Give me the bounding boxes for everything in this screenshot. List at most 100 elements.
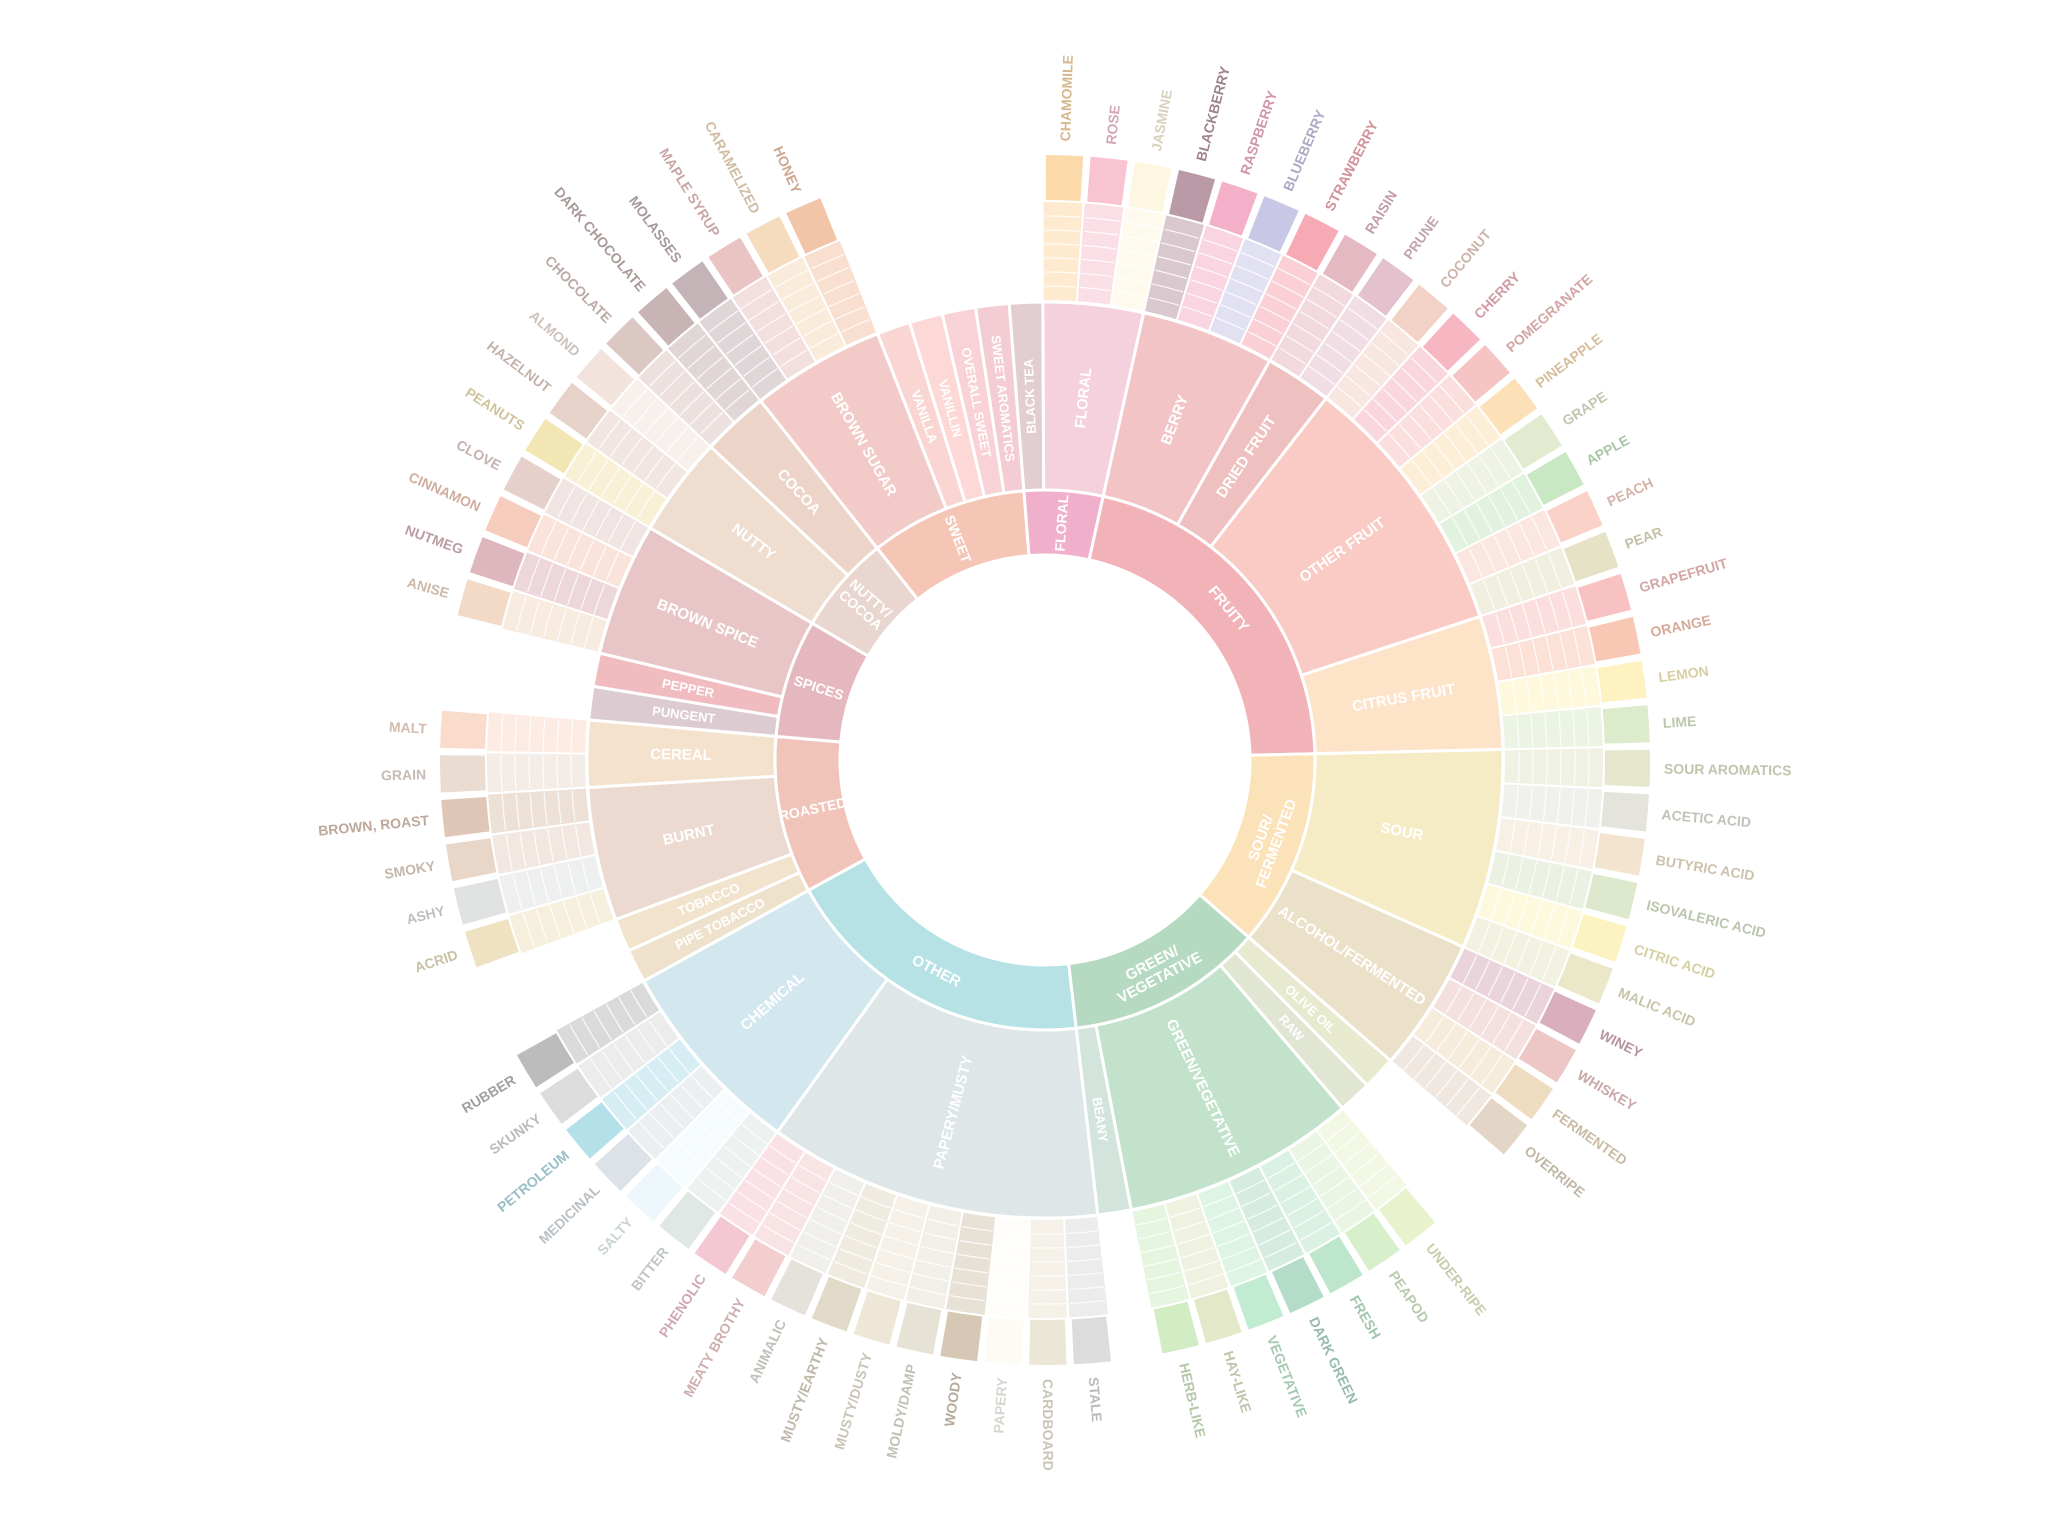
- leaf-peach[interactable]: [1546, 491, 1603, 543]
- leaf-meaty-brothy[interactable]: [732, 1239, 786, 1297]
- leaf-musty-dusty[interactable]: [853, 1291, 901, 1345]
- leaf-stripe: [1500, 488, 1518, 520]
- leaf-butyric-acid[interactable]: [1594, 833, 1645, 876]
- leaf-apple[interactable]: [1526, 451, 1584, 506]
- leaf-anise[interactable]: [457, 579, 511, 626]
- leaf-raisin[interactable]: [1322, 234, 1377, 292]
- leaf-stripe: [1152, 283, 1184, 293]
- leaf-label-nutmeg: NUTMEG: [403, 522, 466, 558]
- leaf-band-musty-earthy: [827, 1183, 896, 1288]
- leaf-dark-chocolate[interactable]: [638, 288, 695, 346]
- leaf-nutmeg[interactable]: [469, 537, 525, 587]
- leaf-coconut[interactable]: [1391, 284, 1448, 343]
- leaf-malt[interactable]: [440, 710, 487, 749]
- leaf-pomegranate[interactable]: [1452, 344, 1510, 402]
- leaf-musty-earthy[interactable]: [811, 1276, 862, 1332]
- leaf-malic-acid[interactable]: [1557, 953, 1613, 1004]
- leaf-grain[interactable]: [440, 755, 486, 793]
- leaf-raspberry[interactable]: [1208, 181, 1258, 236]
- leaf-cinnamon[interactable]: [485, 496, 542, 548]
- leaf-grapefruit[interactable]: [1577, 573, 1632, 621]
- leaf-almond[interactable]: [576, 348, 635, 406]
- leaf-herb-like[interactable]: [1153, 1301, 1199, 1354]
- leaf-vegetative[interactable]: [1233, 1274, 1284, 1330]
- leaf-peapod[interactable]: [1344, 1213, 1400, 1271]
- leaf-stripe: [1481, 1054, 1503, 1085]
- leaf-chamomile[interactable]: [1045, 155, 1084, 202]
- leaf-overripe[interactable]: [1469, 1098, 1528, 1155]
- leaf-label-citric-acid: CITRIC ACID: [1632, 941, 1717, 982]
- leaf-ashy[interactable]: [453, 878, 507, 925]
- leaf-stripe: [1436, 1024, 1456, 1051]
- leaf-lime[interactable]: [1602, 705, 1650, 744]
- leaf-stripe: [1066, 1230, 1098, 1235]
- leaf-skunky[interactable]: [540, 1068, 598, 1124]
- leaf-chocolate[interactable]: [606, 317, 664, 375]
- leaf-stripe: [1069, 1286, 1104, 1291]
- leaf-stripe: [1363, 353, 1390, 377]
- leaf-fresh[interactable]: [1309, 1236, 1363, 1294]
- leaf-smoky[interactable]: [445, 838, 497, 882]
- leaf-rose[interactable]: [1087, 156, 1128, 206]
- leaf-winey[interactable]: [1539, 991, 1596, 1044]
- leaf-under-ripe[interactable]: [1379, 1188, 1436, 1246]
- leaf-medicinal[interactable]: [594, 1134, 653, 1192]
- leaf-papery[interactable]: [984, 1317, 1024, 1365]
- leaf-bitter[interactable]: [659, 1191, 716, 1249]
- leaf-pear[interactable]: [1563, 531, 1619, 582]
- leaf-stripe: [588, 460, 609, 490]
- leaf-pineapple[interactable]: [1479, 378, 1538, 435]
- tier-sweet[interactable]: [875, 489, 1031, 602]
- leaf-acrid[interactable]: [464, 919, 519, 968]
- leaf-stripe: [657, 1057, 679, 1083]
- leaf-petroleum[interactable]: [566, 1102, 624, 1159]
- leaf-stripe: [622, 389, 647, 417]
- leaf-grape[interactable]: [1504, 414, 1562, 469]
- leaf-sour-aromatics[interactable]: [1604, 749, 1650, 788]
- leaf-rubber[interactable]: [516, 1033, 574, 1088]
- leaf-phenolic[interactable]: [694, 1216, 750, 1274]
- leaf-cherry[interactable]: [1422, 313, 1481, 371]
- leaf-stripe: [1584, 789, 1589, 826]
- leaf-animalic[interactable]: [771, 1259, 823, 1316]
- leaf-maple-syrup[interactable]: [708, 237, 763, 295]
- leaf-jasmine[interactable]: [1128, 161, 1172, 213]
- leaf-stale[interactable]: [1071, 1316, 1112, 1365]
- leaf-stripe: [1561, 591, 1573, 626]
- leaf-hazelnut[interactable]: [549, 382, 608, 439]
- leaf-moldy-damp[interactable]: [896, 1302, 942, 1355]
- leaf-honey[interactable]: [786, 198, 838, 254]
- leaf-salty[interactable]: [625, 1163, 683, 1222]
- leaf-molasses[interactable]: [672, 261, 728, 319]
- leaf-clove[interactable]: [503, 456, 561, 510]
- leaf-blueberry[interactable]: [1248, 196, 1299, 252]
- leaf-label-pineapple: PINEAPPLE: [1532, 330, 1605, 391]
- leaf-label-animalic: ANIMALIC: [746, 1317, 790, 1386]
- leaf-brown-roast[interactable]: [441, 797, 490, 838]
- leaf-cardboard[interactable]: [1029, 1319, 1067, 1365]
- leaf-stripe: [1278, 268, 1311, 286]
- leaf-isovaleric-acid[interactable]: [1585, 873, 1638, 920]
- leaf-stripe: [1525, 678, 1532, 711]
- leaf-lemon[interactable]: [1597, 660, 1647, 703]
- leaf-woody[interactable]: [940, 1311, 983, 1362]
- leaf-orange[interactable]: [1589, 616, 1641, 662]
- leaf-citric-acid[interactable]: [1572, 914, 1627, 962]
- leaf-stripe: [1324, 342, 1352, 363]
- leaf-dark-green[interactable]: [1271, 1256, 1324, 1314]
- leaf-peanuts[interactable]: [525, 418, 583, 474]
- leaf-whiskey[interactable]: [1518, 1028, 1576, 1083]
- leaf-prune[interactable]: [1357, 258, 1414, 316]
- leaf-label-under-ripe: UNDER-RIPE: [1423, 1240, 1490, 1318]
- leaf-stripe: [579, 540, 595, 571]
- middle-ring-layer: [585, 300, 1505, 1220]
- leaf-fermented[interactable]: [1495, 1064, 1553, 1120]
- leaf-hay-like[interactable]: [1194, 1289, 1242, 1344]
- leaf-band-brown-roast: [488, 788, 589, 834]
- leaf-stripe: [1543, 904, 1556, 939]
- leaf-caramelized[interactable]: [746, 216, 800, 273]
- leaf-blackberry[interactable]: [1168, 170, 1216, 223]
- leaf-stripe: [1258, 1229, 1291, 1246]
- leaf-strawberry[interactable]: [1286, 213, 1339, 271]
- leaf-acetic-acid[interactable]: [1601, 791, 1650, 832]
